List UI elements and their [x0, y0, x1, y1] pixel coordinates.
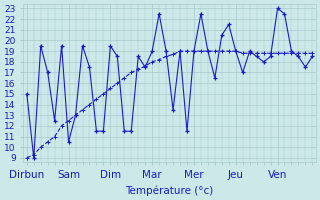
X-axis label: Température (°c): Température (°c) [125, 185, 214, 196]
